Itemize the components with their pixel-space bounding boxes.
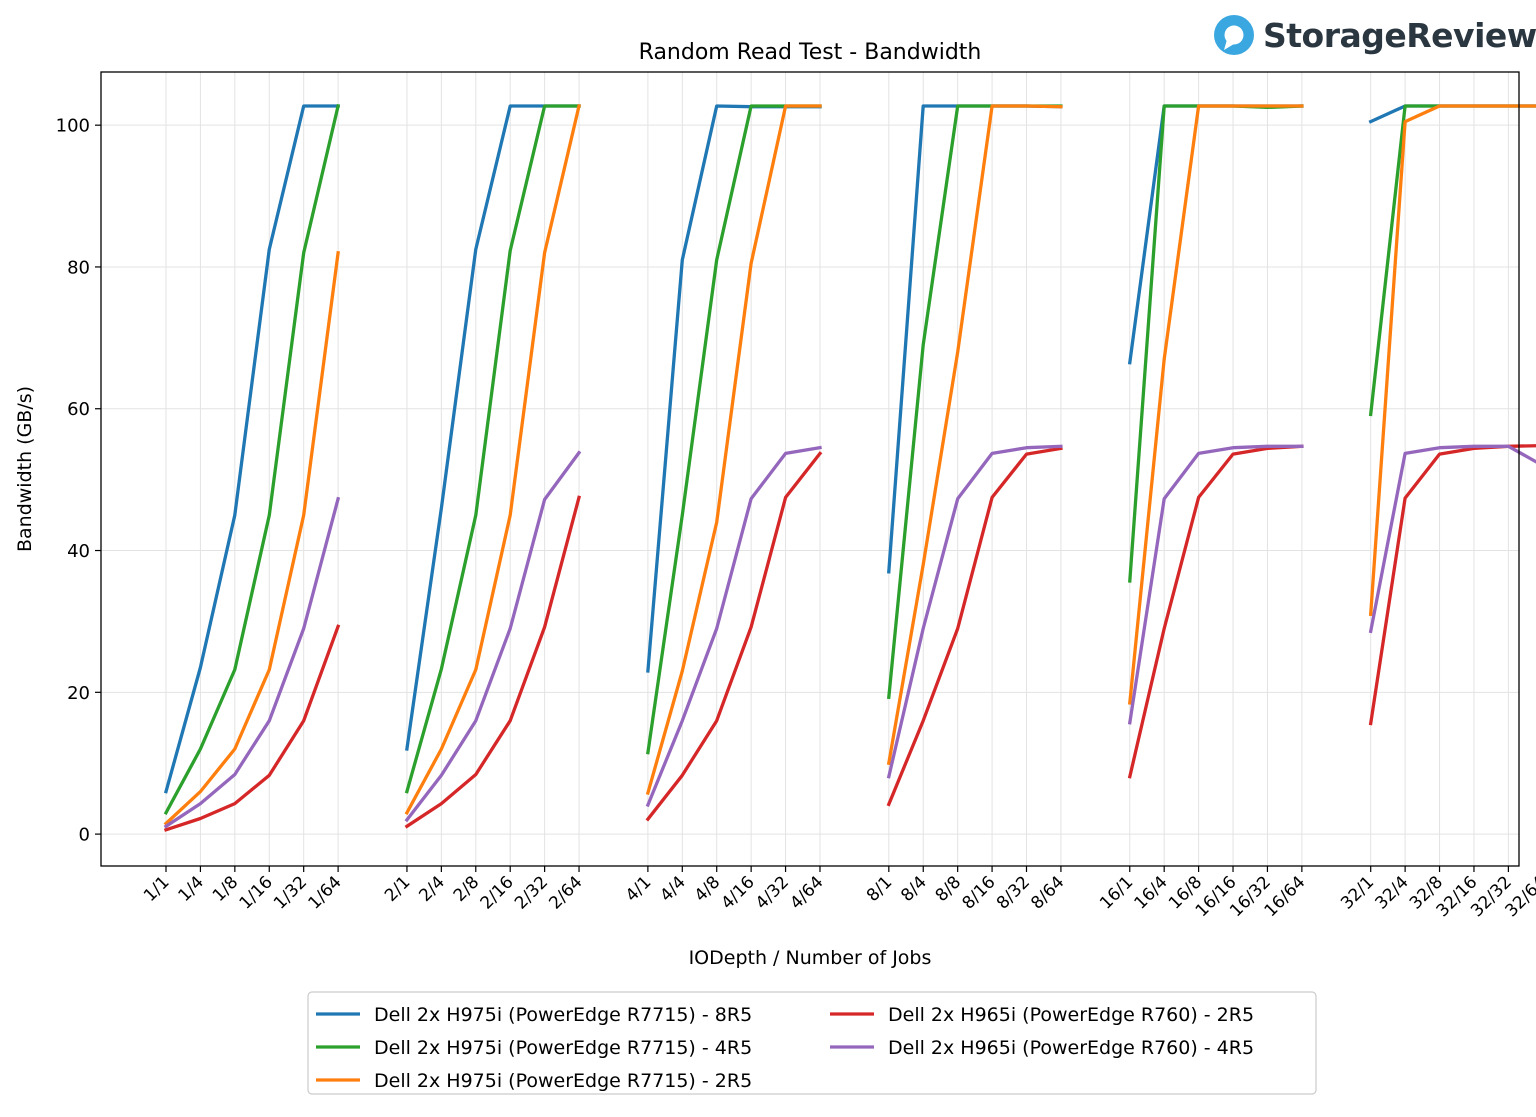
series-line-1 — [163, 104, 340, 794]
series-line-1 — [887, 104, 1063, 574]
series-line-1 — [405, 104, 581, 751]
x-tick-label: 8/32 — [993, 872, 1034, 913]
y-tick-label: 0 — [79, 825, 90, 846]
series-lines — [163, 104, 1536, 832]
series-line-5 — [163, 496, 341, 829]
series-line-4 — [163, 624, 341, 832]
x-tick-label: 32/4 — [1372, 872, 1413, 913]
storagereview-logo-icon — [1214, 15, 1254, 55]
x-axis-label: IODepth / Number of Jobs — [689, 947, 932, 969]
legend-frame — [307, 991, 1317, 1095]
x-tick-label: 8/16 — [958, 872, 999, 913]
y-tick-label: 60 — [67, 399, 90, 420]
grid — [101, 72, 1519, 866]
x-tick-label: 4/32 — [752, 872, 793, 913]
x-tick-label: 4/64 — [786, 872, 827, 913]
series-line-5 — [1127, 444, 1304, 725]
series-line-2 — [404, 104, 581, 794]
y-axis-label: Bandwidth (GB/s) — [14, 386, 36, 552]
series-line-3 — [645, 104, 822, 796]
x-tick-label: 8/64 — [1027, 872, 1068, 913]
y-tick-label: 20 — [67, 683, 90, 704]
x-tick-label: 4/1 — [622, 872, 655, 905]
series-line-4 — [645, 451, 823, 822]
x-tick-label: 4/16 — [718, 872, 759, 913]
series-line-5 — [404, 450, 582, 823]
legend: Dell 2x H975i (PowerEdge R7715) - 8R5 Del… — [307, 991, 1317, 1095]
legend-entry-label: Dell 2x H975i (PowerEdge R7715) - 2R5 — [374, 1070, 752, 1092]
chart-title: Random Read Test - Bandwidth — [639, 40, 982, 65]
brand-name: StorageReview — [1263, 15, 1536, 55]
series-line-4 — [1368, 444, 1536, 726]
x-tick-label: 16/4 — [1131, 872, 1172, 913]
series-line-1 — [1368, 104, 1536, 124]
x-tick-label: 2/32 — [511, 872, 552, 913]
series-line-3 — [404, 104, 581, 816]
x-tick-label: 32/1 — [1337, 872, 1378, 913]
series-line-4 — [1127, 444, 1304, 779]
series-line-3 — [1127, 104, 1304, 705]
legend-entry-label: Dell 2x H975i (PowerEdge R7715) - 4R5 — [374, 1037, 752, 1059]
x-tick-label: 8/4 — [897, 872, 930, 905]
y-tick-label: 100 — [56, 116, 90, 137]
plot-area-frame — [100, 71, 1520, 867]
series-line-2 — [646, 104, 822, 755]
x-tick-label: 1/32 — [270, 872, 311, 913]
series-line-5 — [1368, 444, 1536, 634]
x-tick-label: 2/1 — [381, 872, 414, 905]
legend-entry-label: Dell 2x H975i (PowerEdge R7715) - 8R5 — [374, 1004, 752, 1026]
legend-entry-label: Dell 2x H965i (PowerEdge R760) - 4R5 — [888, 1037, 1254, 1059]
x-tick-label: 4/4 — [656, 872, 689, 905]
series-line-3 — [163, 250, 340, 826]
x-tick-label: 2/16 — [477, 872, 518, 913]
x-tick-label: 1/4 — [174, 872, 207, 905]
x-tick-label: 8/1 — [863, 872, 896, 905]
x-tick-label: 2/64 — [545, 872, 586, 913]
series-line-4 — [404, 495, 582, 829]
x-tick-label: 1/64 — [304, 872, 345, 913]
x-tick-label: 1/1 — [140, 872, 173, 905]
series-line-2 — [163, 104, 341, 816]
x-tick-label: 1/16 — [236, 872, 277, 913]
x-axis: 1/1 1/4 1/81/161/321/64 2/1 2/4 2/82/162/322/… — [140, 866, 1536, 921]
y-tick-label: 40 — [67, 541, 90, 562]
series-line-5 — [645, 445, 822, 808]
series-line-3 — [1368, 104, 1536, 617]
series-line-3 — [886, 104, 1063, 766]
series-line-5 — [886, 444, 1063, 779]
brand-logo: StorageReview — [1213, 12, 1536, 58]
y-tick-label: 80 — [67, 257, 90, 278]
x-tick-label: 2/4 — [415, 872, 448, 905]
y-axis: 0 20 40 60 80 100 — [56, 116, 101, 846]
x-tick-label: 16/1 — [1096, 872, 1137, 913]
legend-entry-label: Dell 2x H965i (PowerEdge R760) - 2R5 — [888, 1004, 1254, 1026]
series-line-4 — [886, 446, 1063, 807]
